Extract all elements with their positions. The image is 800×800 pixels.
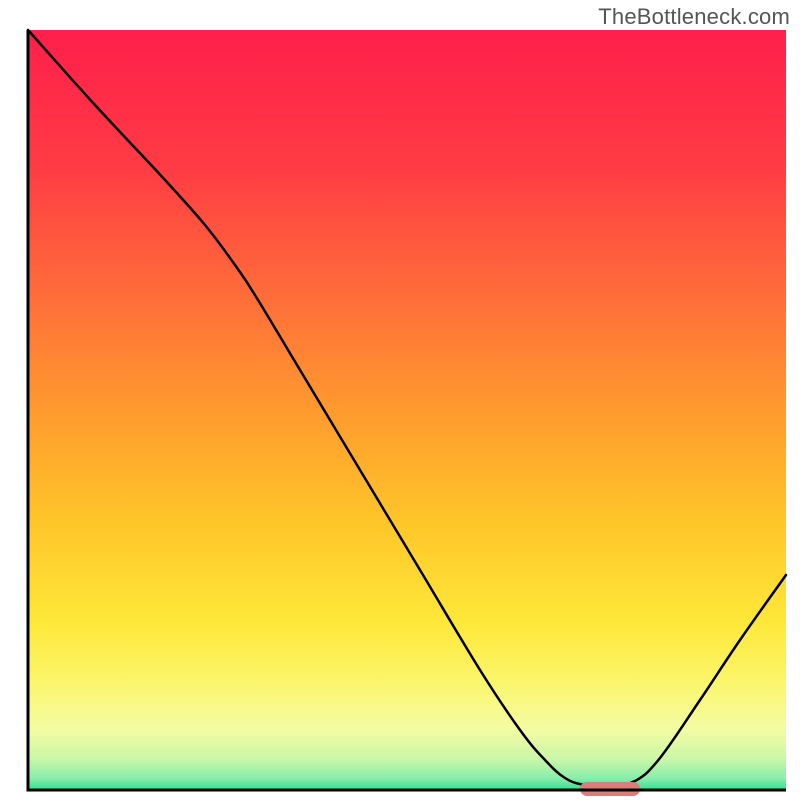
watermark-text: TheBottleneck.com [598, 4, 790, 30]
bottleneck-chart: TheBottleneck.com [0, 0, 800, 800]
plot-background [28, 30, 786, 790]
chart-svg [0, 0, 800, 800]
